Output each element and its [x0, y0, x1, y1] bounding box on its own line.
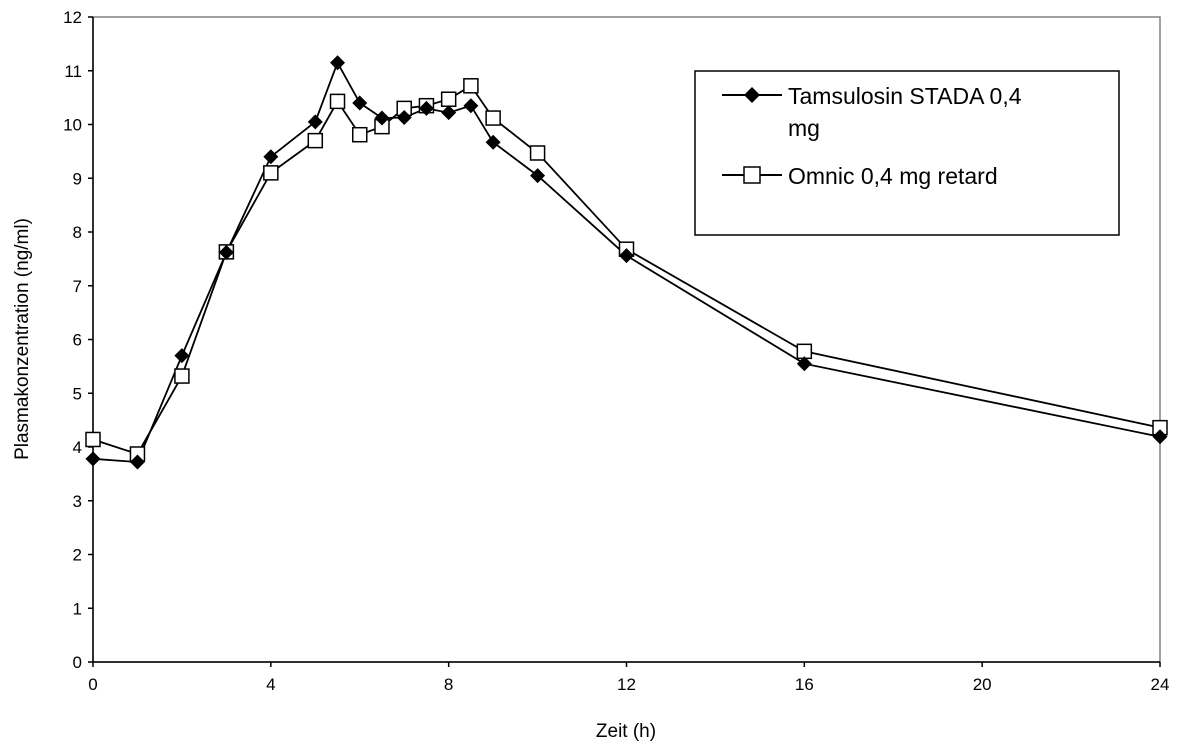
series-1-point	[440, 91, 457, 107]
series-1-point	[485, 110, 501, 126]
legend-label-omnic: Omnic 0,4 mg retard	[788, 163, 998, 189]
series-1-point	[329, 93, 346, 110]
series-1-point	[263, 165, 279, 181]
legend-label-tamsulosin-line1: Tamsulosin STADA 0,4	[788, 83, 1022, 109]
series-1-point	[174, 368, 190, 384]
series-0-point	[307, 114, 323, 130]
x-tick-label: 16	[795, 675, 814, 694]
series-0-point	[485, 134, 501, 150]
series-1-point	[352, 126, 368, 143]
series-0-point	[441, 105, 457, 121]
y-tick-label: 1	[73, 599, 82, 618]
series-1-point	[463, 78, 479, 94]
y-tick-label: 11	[64, 62, 82, 81]
y-tick-label: 6	[73, 331, 82, 350]
x-tick-label: 12	[617, 675, 636, 694]
legend-box	[694, 70, 1120, 236]
y-tick-label: 5	[73, 384, 82, 403]
legend-marker-omnic	[743, 166, 761, 184]
series-0-point	[374, 110, 390, 126]
series-line-0	[92, 60, 1161, 464]
series-0-point	[174, 348, 190, 364]
series-0-point	[263, 149, 279, 165]
x-tick-label: 24	[1151, 675, 1170, 694]
x-tick-label: 8	[444, 675, 453, 694]
series-0-point	[418, 100, 434, 116]
x-tick-label: 4	[266, 675, 275, 694]
x-tick-label: 20	[973, 675, 992, 694]
y-tick-label: 2	[73, 546, 82, 565]
y-tick-label: 0	[73, 653, 82, 672]
series-0-point	[396, 110, 412, 126]
y-tick-label: 4	[73, 438, 82, 457]
legend-marker-tamsulosin	[744, 87, 760, 103]
series-0-point	[330, 55, 346, 71]
series-1-point	[529, 145, 546, 161]
series-0-point	[85, 451, 101, 467]
legend: Tamsulosin STADA 0,4 mg Omnic 0,4 mg ret…	[694, 70, 1120, 236]
series-0-point	[530, 168, 546, 184]
y-axis-title: Plasmakonzentration (ng/ml)	[12, 218, 33, 460]
series-0-point	[129, 454, 145, 470]
series-0-point	[1152, 429, 1168, 445]
series-0-point	[352, 95, 368, 111]
series-0-point	[218, 244, 234, 260]
legend-label-tamsulosin-line2: mg	[788, 115, 820, 141]
y-tick-label: 9	[73, 169, 82, 188]
y-tick-label: 7	[73, 277, 82, 296]
x-axis-title: Zeit (h)	[596, 721, 656, 742]
series-1-point	[307, 132, 324, 149]
y-tick-label: 3	[73, 492, 82, 511]
y-tick-label: 8	[73, 223, 82, 242]
series-1-point	[85, 431, 101, 448]
series-0-point	[796, 356, 812, 372]
x-tick-label: 0	[88, 675, 97, 694]
y-tick-label: 10	[63, 116, 82, 135]
series-0-point	[463, 98, 479, 114]
series-0-point	[619, 248, 634, 264]
y-tick-label: 12	[63, 8, 82, 27]
